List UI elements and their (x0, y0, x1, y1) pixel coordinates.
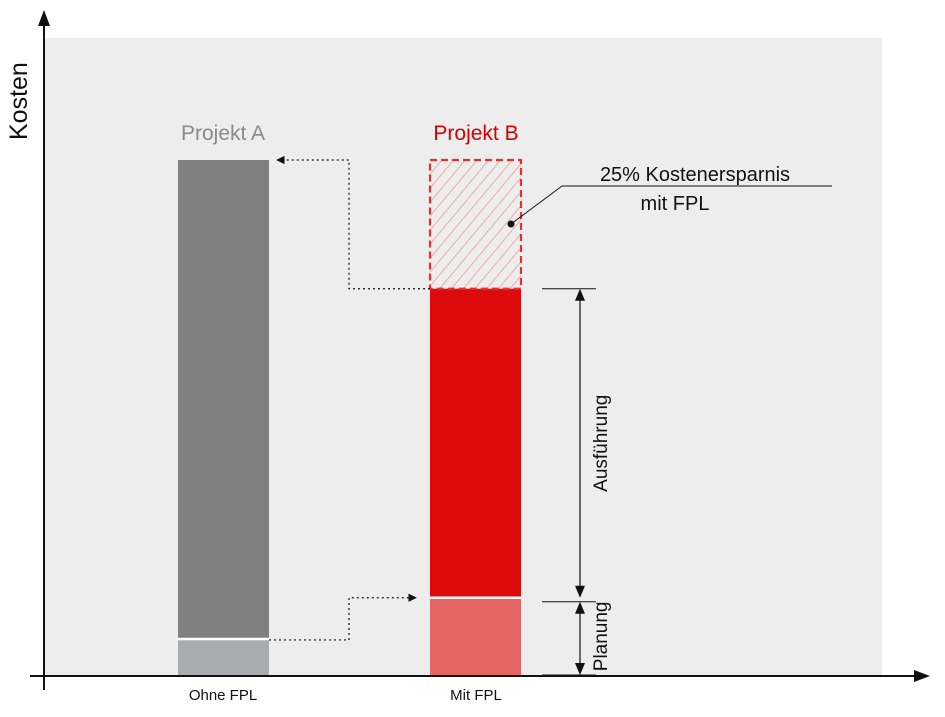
x-tick-label-mit-fpl: Mit FPL (450, 687, 502, 704)
planning-range-arrow-bottom (575, 663, 585, 675)
annotation-line-1: 25% Kostenersparnis (600, 164, 790, 186)
x-tick-label-ohne-fpl: Ohne FPL (189, 687, 257, 704)
x-axis-arrowhead (914, 670, 930, 682)
project-a-label: Projekt A (181, 122, 265, 145)
planning-range-label: Planung (591, 602, 612, 672)
connector-total-cost (276, 155, 430, 290)
bar-execution-mit-fpl (430, 288, 521, 598)
project-b-label: Projekt B (433, 122, 518, 145)
axes (30, 10, 930, 690)
range-dimensions: Ausführung Planung (542, 288, 612, 676)
execution-range-arrow-bottom (575, 585, 585, 598)
bar-execution-ohne-fpl (178, 160, 269, 639)
annotation-leader (510, 185, 563, 225)
planning-range-arrow-top (575, 601, 585, 614)
execution-range-arrow-top (575, 288, 585, 301)
bar-planning-ohne-fpl (178, 638, 269, 675)
annotation-line-2: mit FPL (641, 193, 710, 215)
connector-planning (269, 593, 417, 641)
y-axis-arrowhead (38, 10, 50, 26)
bar-planning-mit-fpl (430, 597, 521, 675)
savings-annotation: 25% Kostenersparnis mit FPL (507, 164, 832, 228)
execution-range-label: Ausführung (591, 395, 612, 492)
y-axis-label: Kosten (5, 62, 33, 140)
bar-savings-mit-fpl (428, 158, 523, 290)
